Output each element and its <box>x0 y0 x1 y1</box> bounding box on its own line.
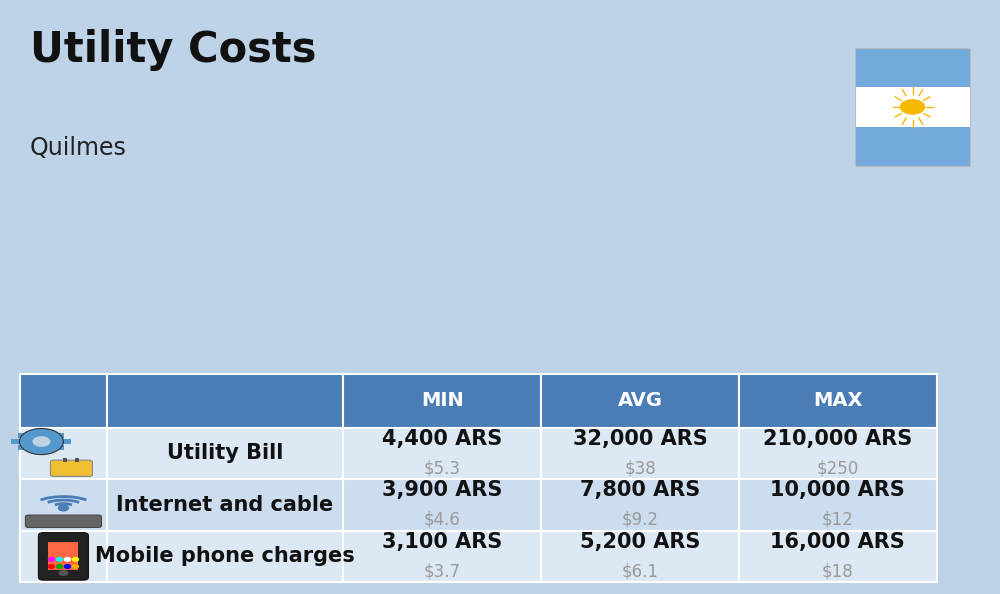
Circle shape <box>19 428 63 454</box>
Text: $5.3: $5.3 <box>424 459 461 477</box>
Text: $9.2: $9.2 <box>622 511 659 529</box>
Bar <box>855 127 970 166</box>
Text: 3,900 ARS: 3,900 ARS <box>382 480 502 500</box>
Bar <box>18 434 30 438</box>
Text: Mobile phone charges: Mobile phone charges <box>95 546 355 567</box>
Bar <box>20 479 107 530</box>
Bar <box>343 374 541 428</box>
Bar <box>107 479 343 530</box>
Bar <box>75 458 79 462</box>
Bar <box>20 428 107 479</box>
Text: Utility Bill: Utility Bill <box>167 443 283 463</box>
Bar <box>107 530 343 582</box>
Bar <box>541 428 739 479</box>
Text: $3.7: $3.7 <box>424 563 461 580</box>
Text: 5,200 ARS: 5,200 ARS <box>580 532 700 552</box>
Circle shape <box>64 565 70 568</box>
Bar <box>739 428 937 479</box>
Text: 3,100 ARS: 3,100 ARS <box>382 532 502 552</box>
Text: Utility Costs: Utility Costs <box>30 29 316 71</box>
Text: AVG: AVG <box>618 391 663 410</box>
Bar <box>739 530 937 582</box>
Bar <box>855 48 970 166</box>
Bar <box>855 48 970 87</box>
Circle shape <box>58 505 68 511</box>
Bar <box>20 530 107 582</box>
Text: $250: $250 <box>817 459 859 477</box>
Circle shape <box>48 565 54 568</box>
Bar <box>59 440 71 444</box>
Bar <box>48 542 78 570</box>
Bar <box>541 479 739 530</box>
Bar <box>739 479 937 530</box>
Bar <box>541 374 739 428</box>
Text: MAX: MAX <box>813 391 863 410</box>
Text: MIN: MIN <box>421 391 464 410</box>
Bar <box>35 431 47 435</box>
Bar <box>52 434 64 438</box>
Text: 32,000 ARS: 32,000 ARS <box>573 428 707 448</box>
Bar <box>343 530 541 582</box>
Text: $12: $12 <box>822 511 854 529</box>
Circle shape <box>56 565 62 568</box>
Text: 10,000 ARS: 10,000 ARS <box>770 480 905 500</box>
Bar <box>11 440 23 444</box>
Circle shape <box>48 558 54 561</box>
FancyBboxPatch shape <box>38 533 88 580</box>
FancyBboxPatch shape <box>25 515 101 527</box>
Text: 4,400 ARS: 4,400 ARS <box>382 428 502 448</box>
Bar <box>343 428 541 479</box>
Text: $4.6: $4.6 <box>424 511 461 529</box>
Bar <box>541 530 739 582</box>
Text: $6.1: $6.1 <box>622 563 659 580</box>
Bar <box>343 479 541 530</box>
Bar <box>107 428 343 479</box>
Bar <box>739 374 937 428</box>
Text: 7,800 ARS: 7,800 ARS <box>580 480 700 500</box>
Circle shape <box>72 565 78 568</box>
Text: Quilmes: Quilmes <box>30 137 127 160</box>
Text: Internet and cable: Internet and cable <box>116 495 334 515</box>
Bar <box>35 448 47 452</box>
Bar <box>20 374 107 428</box>
FancyBboxPatch shape <box>50 460 92 476</box>
Circle shape <box>72 558 78 561</box>
Text: 16,000 ARS: 16,000 ARS <box>770 532 905 552</box>
Circle shape <box>64 558 70 561</box>
Circle shape <box>900 100 924 114</box>
Circle shape <box>58 570 68 576</box>
Text: $18: $18 <box>822 563 854 580</box>
Bar <box>18 446 30 450</box>
Bar <box>107 374 343 428</box>
Text: 210,000 ARS: 210,000 ARS <box>763 428 912 448</box>
Text: $38: $38 <box>624 459 656 477</box>
Bar <box>63 458 67 462</box>
Circle shape <box>32 436 50 447</box>
Bar <box>52 446 64 450</box>
Bar <box>855 87 970 127</box>
Circle shape <box>56 558 62 561</box>
